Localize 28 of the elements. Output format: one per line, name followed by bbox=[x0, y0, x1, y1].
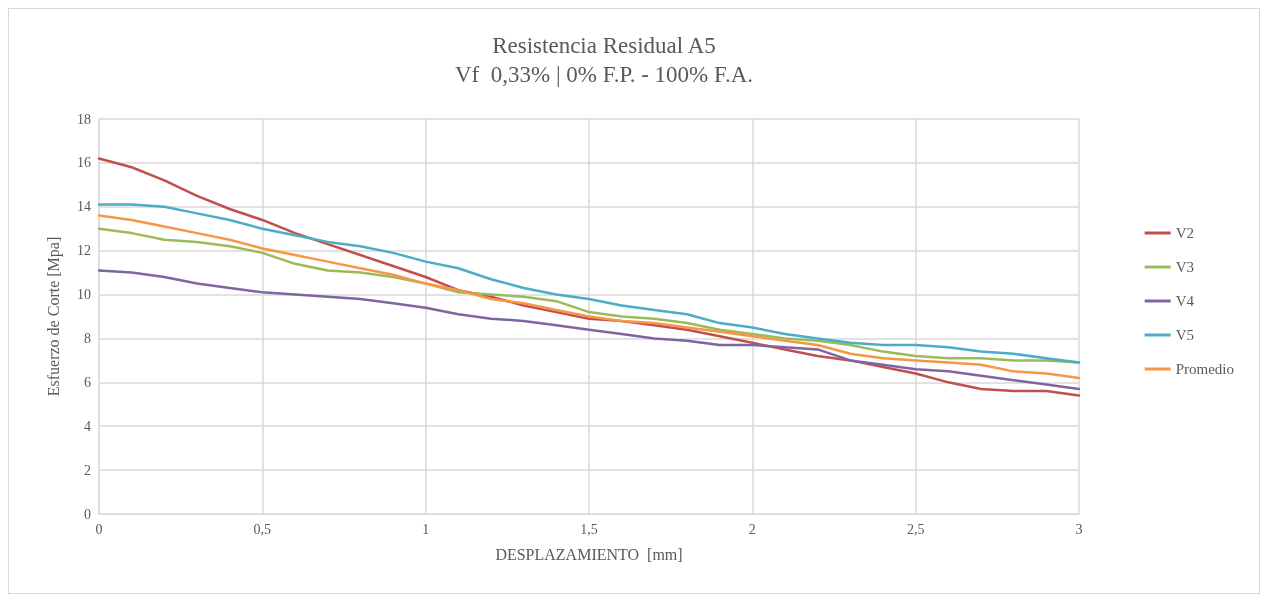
line-series bbox=[97, 269, 1081, 391]
x-tick-label: 0,5 bbox=[253, 521, 272, 537]
y-axis-title: Esfuerzo de Corte [Mpa] bbox=[44, 236, 63, 397]
x-tick-label: 3 bbox=[1075, 521, 1083, 537]
legend-label: V5 bbox=[1175, 327, 1195, 343]
y-tick-label: 6 bbox=[84, 374, 91, 390]
legend-label: V4 bbox=[1175, 293, 1195, 309]
x-tick-label: 2,5 bbox=[906, 521, 925, 537]
y-tick-label: 12 bbox=[77, 243, 91, 259]
y-tick-label: 14 bbox=[77, 199, 91, 215]
y-tick-label: 8 bbox=[84, 330, 91, 346]
y-tick-label: 18 bbox=[77, 111, 91, 127]
legend-label: V2 bbox=[1175, 225, 1195, 241]
legend-label: V3 bbox=[1175, 259, 1195, 275]
x-tick-label: 0 bbox=[95, 521, 103, 537]
line-series bbox=[97, 214, 1081, 380]
x-tick-label: 1 bbox=[422, 521, 430, 537]
y-tick-label: 10 bbox=[77, 287, 91, 303]
x-tick-label: 1,5 bbox=[580, 521, 598, 537]
y-tick-label: 0 bbox=[84, 506, 91, 522]
y-tick-label: 4 bbox=[84, 418, 91, 434]
y-tick-label: 2 bbox=[84, 462, 91, 478]
legend-label: Promedio bbox=[1175, 361, 1235, 377]
x-axis-title: DESPLAZAMIENTO [mm] bbox=[495, 545, 683, 563]
chart-subtitle: Vf 0,33% | 0% F.P. - 100% F.A. bbox=[454, 62, 754, 87]
chart-title: Resistencia Residual A5 bbox=[492, 33, 716, 58]
y-tick-label: 16 bbox=[77, 155, 91, 171]
x-tick-label: 2 bbox=[748, 521, 756, 537]
